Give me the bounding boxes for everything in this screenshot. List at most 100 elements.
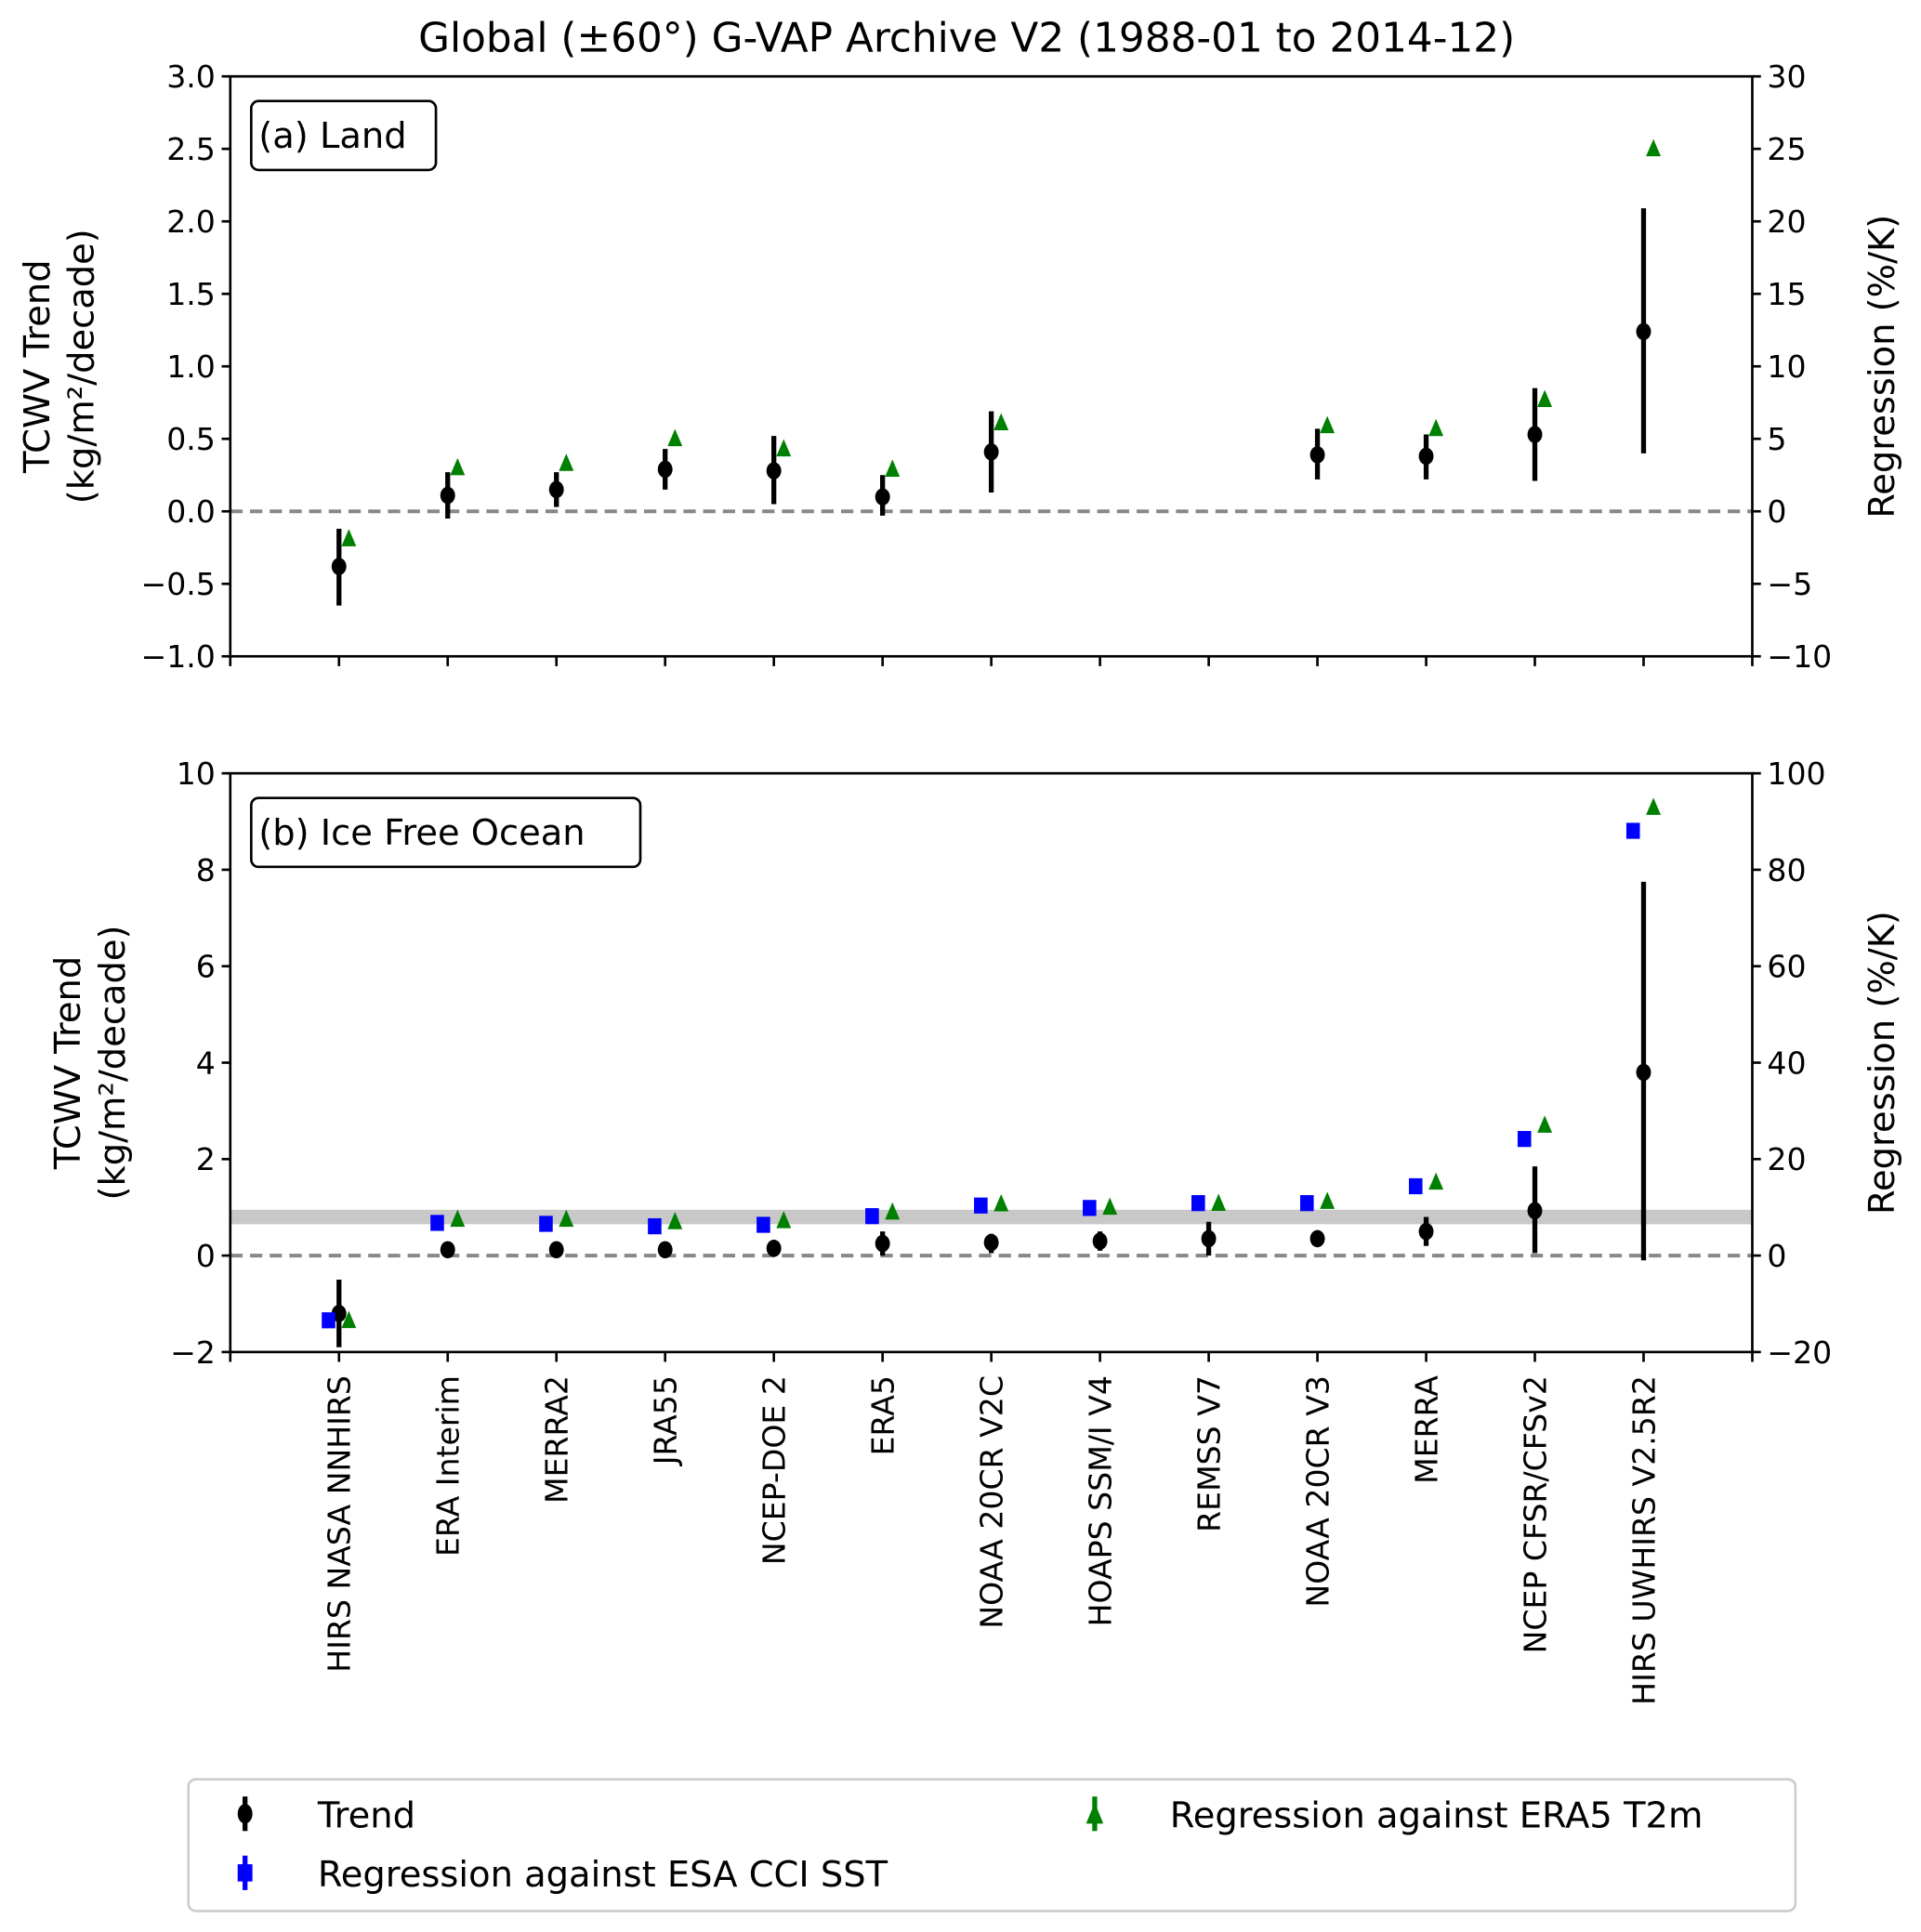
x-tick-label: ERA5 (865, 1375, 901, 1455)
x-tick-label: MERRA (1408, 1375, 1444, 1484)
y-axis-label-line2: (kg/m²/decade) (92, 926, 134, 1201)
y2-tick-label: 0 (1767, 1238, 1786, 1274)
t2m-regression-point (885, 1202, 901, 1220)
legend-trend-label: Trend (317, 1794, 415, 1836)
trend-point (875, 1234, 890, 1253)
legend-t2m-marker (1085, 1796, 1104, 1832)
y2-tick-label: 20 (1767, 1141, 1806, 1177)
y2-axis-label: Regression (%/K) (1862, 911, 1903, 1215)
t2m-regression-point (667, 1212, 683, 1229)
t2m-regression-point (341, 529, 357, 546)
trend-point (1636, 322, 1651, 341)
trend-point (1418, 1222, 1434, 1241)
t2m-regression-point (993, 1193, 1009, 1212)
panel-label-box (249, 99, 438, 172)
legend-t2m-label: Regression against ERA5 T2m (1170, 1794, 1704, 1836)
trend-point (766, 462, 782, 480)
x-tick-label: HIRS UWHIRS V2.5R2 (1625, 1375, 1662, 1705)
trend-point (331, 558, 347, 575)
y-tick-label: −0.5 (140, 566, 215, 602)
t2m-regression-point (885, 459, 901, 477)
y2-tick-label: −20 (1767, 1334, 1832, 1371)
y2-tick-label: 60 (1767, 949, 1806, 985)
y-tick-label: 6 (196, 949, 216, 985)
t2m-regression-point (559, 453, 574, 471)
cc-band (230, 1209, 1753, 1225)
y-tick-label: 0.5 (166, 421, 216, 457)
trend-point (548, 480, 564, 499)
sst-regression-point (322, 1312, 336, 1329)
sst-regression-point (974, 1197, 988, 1214)
trend-point (440, 1241, 455, 1259)
y-axis-label-line2: (kg/m²/decade) (61, 229, 103, 504)
trend-point (657, 1241, 673, 1259)
trend-point (440, 486, 455, 505)
legend: Trend Regression against ESA CCI SST Reg… (187, 1778, 1797, 1912)
sst-regression-point (1191, 1195, 1205, 1212)
sst-regression-point (1408, 1177, 1423, 1195)
t2m-regression-point (341, 1310, 357, 1329)
x-tick-label: NCEP CFSR/CFSv2 (1517, 1375, 1553, 1653)
x-tick-label: JRA55 (648, 1375, 684, 1466)
y-tick-label: 1.0 (166, 348, 216, 385)
y-tick-label: 1.5 (166, 276, 216, 312)
t2m-regression-point (993, 413, 1009, 431)
t2m-regression-point (1646, 797, 1662, 815)
y-tick-label: 4 (196, 1045, 216, 1081)
sst-regression-point (430, 1215, 444, 1231)
t2m-regression-point (1320, 1191, 1335, 1209)
trend-point (548, 1241, 564, 1259)
y-tick-label: 8 (196, 852, 216, 888)
panel-land: −1.0 −0.5 0.0 0.5 1.0 1.5 2.0 2.5 3.0 −10 −5 0 5 10 15… (17, 59, 1903, 675)
t2m-regression-point (776, 439, 792, 457)
x-tick-label: REMSS V7 (1191, 1375, 1228, 1532)
trend-point (657, 460, 673, 479)
chart-title: Global (±60°) G-VAP Archive V2 (1988-01 … (418, 15, 1515, 62)
y-tick-label: −1.0 (140, 638, 215, 675)
panel-label: (a) Land (258, 115, 406, 157)
y-tick-label: 0.0 (166, 493, 216, 530)
y-tick-label: 10 (177, 756, 216, 792)
legend-sst-label: Regression against ESA CCI SST (318, 1854, 888, 1896)
t2m-regression-point (1428, 1172, 1444, 1190)
t2m-regression-point (1646, 138, 1662, 157)
trend-point (1309, 446, 1325, 464)
sst-regression-point (1300, 1195, 1314, 1212)
sst-regression-point (757, 1216, 770, 1233)
y2-axis-label: Regression (%/K) (1862, 215, 1903, 519)
trend-point (1201, 1229, 1217, 1248)
x-tick-label: ERA Interim (430, 1375, 467, 1557)
legend-sst-marker (237, 1855, 253, 1890)
panel-label: (b) Ice Free Ocean (258, 812, 585, 854)
t2m-regression-point (1320, 415, 1335, 434)
trend-point (983, 1233, 999, 1252)
t2m-regression-point (1428, 418, 1444, 437)
y2-tick-label: 15 (1767, 276, 1806, 312)
x-tick-label: MERRA2 (539, 1375, 575, 1504)
sst-regression-point (1625, 822, 1640, 839)
y2-tick-label: 40 (1767, 1045, 1806, 1081)
y2-tick-label: 100 (1767, 756, 1825, 792)
x-tick-label: HIRS NASA NNHIRS (322, 1375, 358, 1673)
y2-tick-label: 0 (1767, 493, 1786, 530)
trend-point (875, 488, 890, 506)
y-axis-label-line1: TCWV Trend (47, 956, 89, 1171)
trend-point (1418, 447, 1434, 466)
trend-point (1309, 1229, 1325, 1248)
y2-tick-label: 30 (1767, 59, 1806, 95)
legend-trend-marker (237, 1796, 253, 1832)
y2-tick-label: 5 (1767, 421, 1786, 457)
y-axis-label-line1: TCWV Trend (17, 259, 59, 474)
sst-regression-point (539, 1216, 553, 1232)
x-tick-label: NCEP-DOE 2 (757, 1375, 793, 1565)
sst-regression-point (1517, 1131, 1532, 1148)
t2m-regression-point (450, 1209, 466, 1228)
y2-tick-label: 20 (1767, 204, 1806, 240)
y-tick-label: 2 (196, 1141, 216, 1177)
y-tick-label: 3.0 (166, 59, 216, 95)
t2m-regression-point (1537, 1115, 1553, 1133)
panel-label-box (249, 796, 642, 869)
y2-tick-label: 80 (1767, 852, 1806, 888)
y-tick-label: −2 (170, 1334, 216, 1371)
